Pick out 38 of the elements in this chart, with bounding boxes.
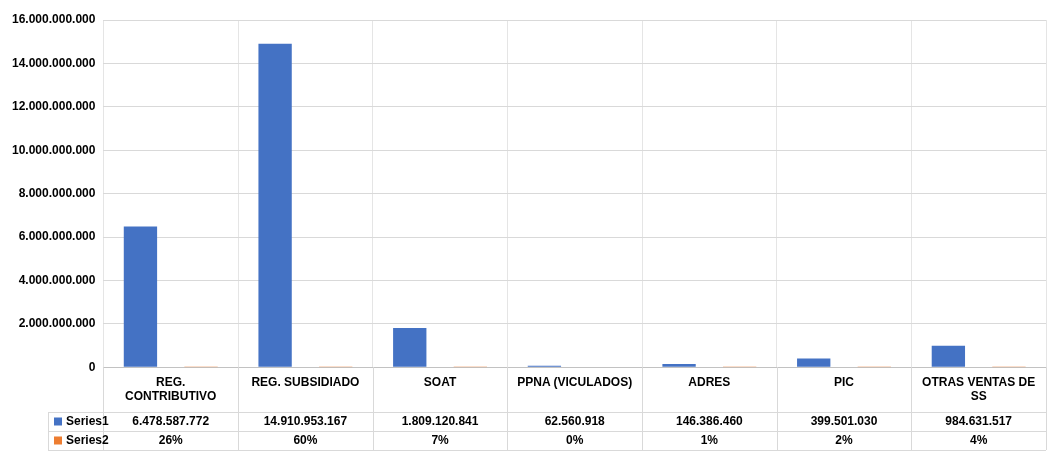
data-label: 7% [431, 432, 450, 447]
data-label: 26% [158, 432, 184, 447]
bar [931, 345, 966, 367]
bar [258, 43, 292, 367]
y-tick-label: 12.000.000.000 [11, 99, 96, 114]
data-label: 14.910.953.167 [263, 413, 348, 428]
x-tick-label: REG. CONTRIBUTIVO [125, 374, 217, 404]
y-tick-label: 6.000.000.000 [18, 229, 96, 244]
x-tick-label: PIC [834, 374, 855, 389]
y-tick-label: 8.000.000.000 [18, 185, 96, 200]
data-label: 4% [970, 432, 988, 447]
y-tick-label: 4.000.000.000 [18, 272, 96, 287]
data-label: 6.478.587.772 [132, 413, 210, 428]
data-label: 62.560.918 [544, 413, 606, 428]
data-label: 146.386.460 [675, 413, 744, 428]
bar [393, 327, 427, 367]
y-tick-label: 2.000.000.000 [18, 316, 96, 331]
y-tick-label: 10.000.000.000 [11, 142, 96, 157]
x-tick-label: SOAT [423, 374, 457, 389]
y-tick-label: 16.000.000.000 [11, 12, 96, 27]
bar [662, 364, 696, 367]
x-tick-label: OTRAS VENTAS DE SS [922, 374, 1036, 404]
legend-label: Series2 [66, 432, 110, 447]
legend-label: Series1 [66, 413, 110, 428]
y-tick-label: 0 [88, 359, 96, 374]
data-label: 0% [566, 432, 584, 447]
x-tick-label: PPNA (VICULADOS) [517, 374, 633, 389]
x-tick-label: REG. SUBSIDIADO [251, 374, 360, 389]
bar [797, 358, 831, 367]
data-label: 399.501.030 [810, 413, 878, 428]
data-label: 1.809.120.841 [401, 413, 479, 428]
bar [123, 226, 158, 367]
data-label: 2% [835, 432, 854, 447]
x-tick-label: ADRES [688, 374, 731, 389]
data-label: 60% [293, 432, 318, 447]
data-label: 984.631.517 [945, 413, 1013, 428]
data-label: 1% [700, 432, 719, 447]
y-tick-label: 14.000.000.000 [11, 55, 96, 70]
